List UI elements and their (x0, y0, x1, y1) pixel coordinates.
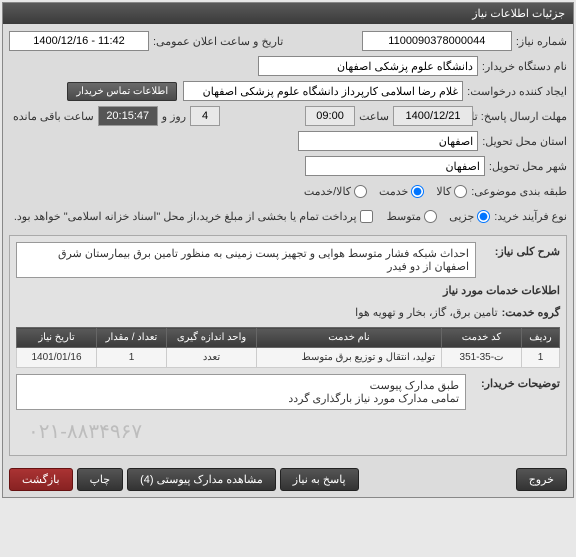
remaining-label: ساعت باقی مانده (13, 110, 94, 123)
td-name: تولید، انتقال و توزیع برق متوسط (257, 348, 442, 368)
general-desc-value: احداث شبکه فشار متوسط هوایی و تجهیز پست … (16, 242, 476, 278)
bottom-bar: پاسخ به نیاز مشاهده مدارک پیوستی (4) چاپ… (3, 462, 573, 497)
category-label: طبقه بندی موضوعی: (471, 185, 567, 198)
cat-both-option[interactable]: کالا/خدمت (304, 185, 367, 198)
province-label: استان محل تحویل: (482, 135, 567, 148)
day-label: روز و (162, 110, 186, 123)
main-panel: جزئیات اطلاعات نیاز شماره نیاز: تاریخ و … (2, 2, 574, 498)
exit-button[interactable]: خروج (516, 468, 567, 491)
th-unit: واحد اندازه گیری (167, 328, 257, 348)
th-code: کد خدمت (442, 328, 522, 348)
notes-value: طبق مدارک پیوست تمامی مدارک مورد نیاز با… (16, 374, 466, 410)
category-radio-group: کالا خدمت کالا/خدمت (304, 185, 467, 198)
days-remaining-field (190, 106, 220, 126)
process-label: نوع فرآیند خرید: (494, 210, 567, 223)
group-label: گروه خدمت: (502, 306, 560, 319)
attachments-button[interactable]: مشاهده مدارک پیوستی (4) (127, 468, 276, 491)
th-name: نام خدمت (257, 328, 442, 348)
time-label-1: ساعت (359, 110, 389, 123)
th-index: ردیف (522, 328, 560, 348)
respond-button[interactable]: پاسخ به نیاز (280, 468, 359, 491)
deadline-date-field (393, 106, 473, 126)
group-value: تامین برق، گاز، بخار و تهویه هوا (355, 306, 497, 319)
deadline-label: مهلت ارسال پاسخ: تا تاریخ: (477, 110, 567, 123)
announce-date-field (9, 31, 149, 51)
need-number-label: شماره نیاز: (516, 35, 567, 48)
table-row[interactable]: 1 ت-35-351 تولید، انتقال و توزیع برق متو… (17, 348, 560, 368)
td-index: 1 (522, 348, 560, 368)
table-header-row: ردیف کد خدمت نام خدمت واحد اندازه گیری ت… (17, 328, 560, 348)
cat-service-label: خدمت (379, 185, 408, 198)
proc-partial-option[interactable]: جزیی (449, 210, 490, 223)
province-field (298, 131, 478, 151)
cat-both-radio[interactable] (354, 185, 367, 198)
notes-label: توضیحات خریدار: (470, 377, 560, 390)
proc-medium-option[interactable]: متوسط (387, 210, 438, 223)
th-date: تاریخ نیاز (17, 328, 97, 348)
cat-goods-radio[interactable] (454, 185, 467, 198)
proc-medium-label: متوسط (387, 210, 422, 223)
deadline-time-field (305, 106, 355, 126)
form-body: شماره نیاز: تاریخ و ساعت اعلان عمومی: نا… (3, 24, 573, 462)
proc-partial-label: جزیی (449, 210, 474, 223)
td-unit: تعدد (167, 348, 257, 368)
proc-partial-radio[interactable] (477, 210, 490, 223)
buyer-name-field (258, 56, 478, 76)
requester-field (183, 81, 463, 101)
city-field (305, 156, 485, 176)
print-button[interactable]: چاپ (77, 468, 124, 491)
cat-goods-label: کالا (436, 185, 451, 198)
cat-service-radio[interactable] (411, 185, 424, 198)
general-desc-label: شرح کلی نیاز: (480, 245, 560, 258)
watermark: ۰۲۱-۸۸۳۴۹۶۷ (16, 413, 560, 449)
buyer-name-label: نام دستگاه خریدار: (482, 60, 567, 73)
services-table: ردیف کد خدمت نام خدمت واحد اندازه گیری ت… (16, 327, 560, 368)
process-radio-group: جزیی متوسط (387, 210, 491, 223)
need-number-field (362, 31, 512, 51)
services-header: اطلاعات خدمات مورد نیاز (16, 284, 560, 297)
payment-note-label: پرداخت تمام یا بخشی از مبلغ خرید،از محل … (14, 210, 357, 223)
cat-goods-option[interactable]: کالا (436, 185, 467, 198)
details-section: شرح کلی نیاز: احداث شبکه فشار متوسط هوای… (9, 235, 567, 456)
panel-header: جزئیات اطلاعات نیاز (3, 3, 573, 24)
td-date: 1401/01/16 (17, 348, 97, 368)
cat-service-option[interactable]: خدمت (379, 185, 424, 198)
cat-both-label: کالا/خدمت (304, 185, 351, 198)
contact-button[interactable]: اطلاعات تماس خریدار (67, 82, 177, 101)
announce-date-label: تاریخ و ساعت اعلان عمومی: (153, 35, 283, 48)
proc-medium-radio[interactable] (424, 210, 437, 223)
th-qty: تعداد / مقدار (97, 328, 167, 348)
countdown-field (98, 106, 158, 126)
td-code: ت-35-351 (442, 348, 522, 368)
td-qty: 1 (97, 348, 167, 368)
payment-note-checkbox[interactable] (360, 210, 373, 223)
back-button[interactable]: بازگشت (9, 468, 73, 491)
payment-note-option[interactable]: پرداخت تمام یا بخشی از مبلغ خرید،از محل … (14, 210, 373, 223)
city-label: شهر محل تحویل: (489, 160, 567, 173)
requester-label: ایجاد کننده درخواست: (467, 85, 567, 98)
